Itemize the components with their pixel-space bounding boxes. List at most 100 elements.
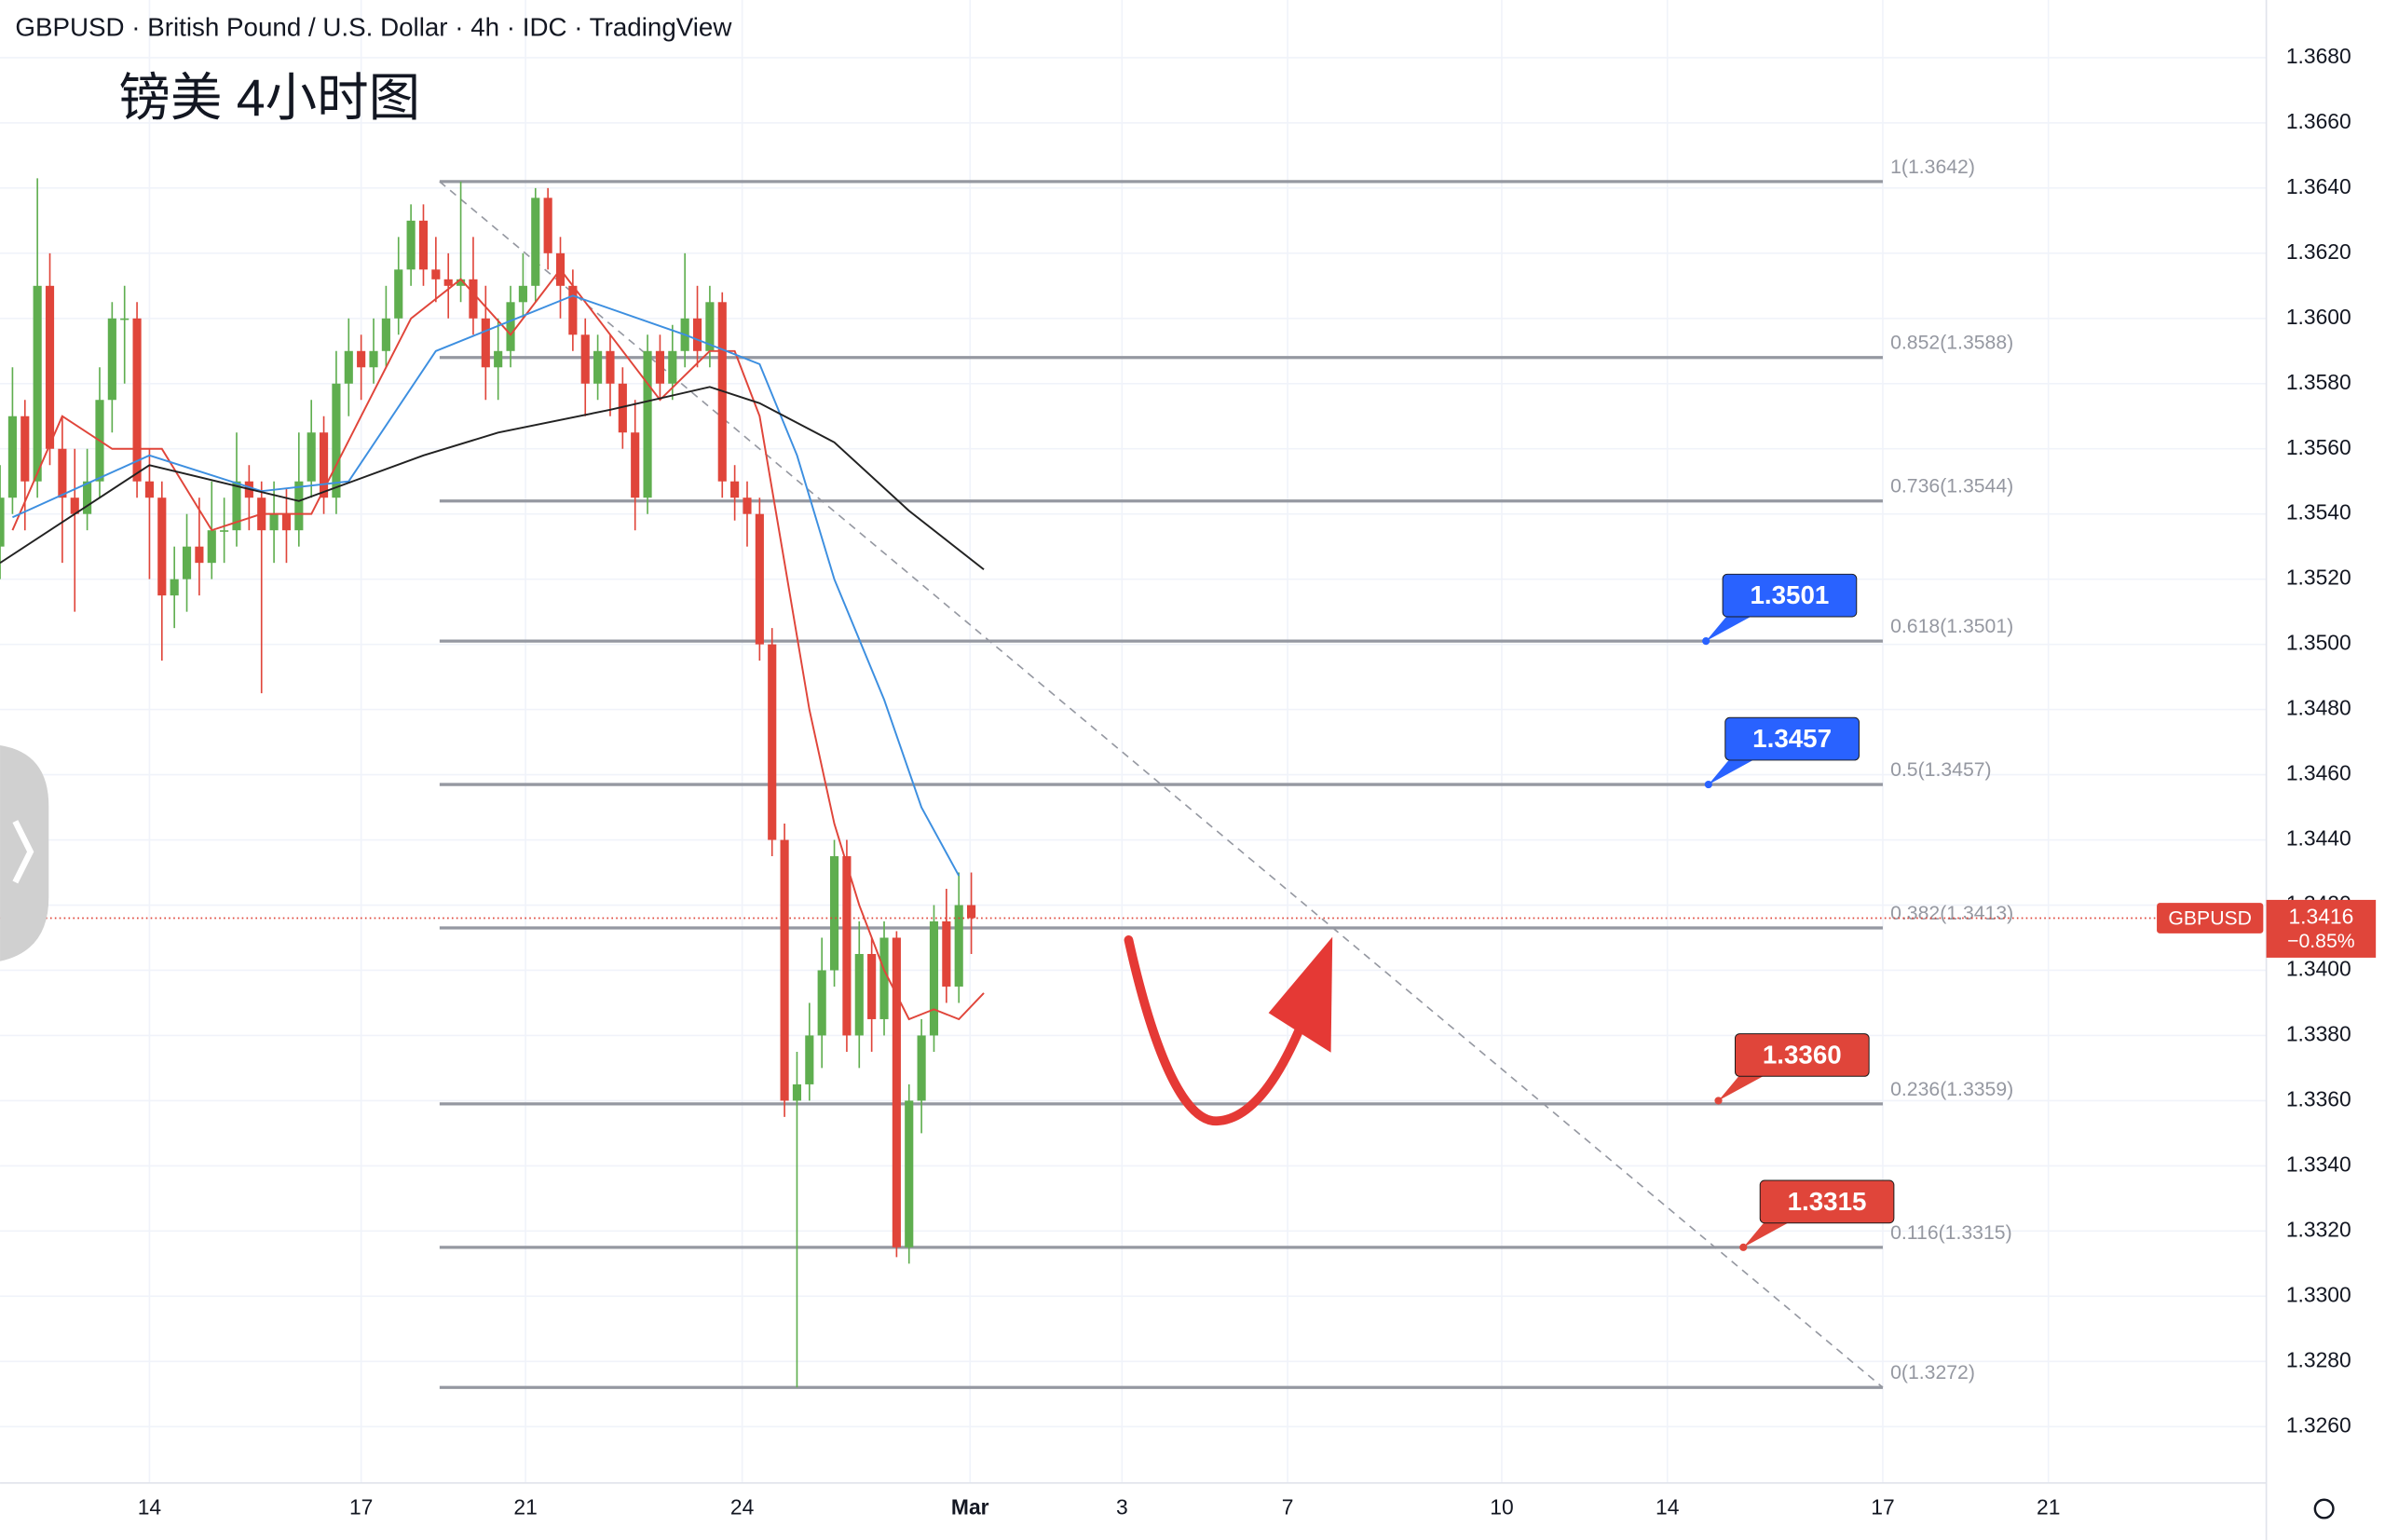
y-tick-label: 1.3360 (2286, 1086, 2351, 1111)
candle-body (0, 497, 5, 547)
candle-body (755, 513, 764, 645)
y-tick-label: 1.3380 (2286, 1021, 2351, 1045)
grid (0, 0, 2267, 1483)
y-tick-label: 1.3400 (2286, 957, 2351, 981)
y-tick-label: 1.3500 (2286, 631, 2351, 655)
y-tick-label: 1.3480 (2286, 696, 2351, 720)
callout-label: 1.3457 (1752, 724, 1832, 753)
candle-body (942, 921, 951, 987)
candle-body (817, 970, 826, 1036)
side-handle[interactable] (0, 744, 49, 961)
forecast-arrowhead (1268, 936, 1333, 1053)
candle-body (381, 318, 390, 351)
candle-body (543, 198, 552, 253)
candle-body (70, 497, 79, 514)
candle-body (319, 432, 329, 498)
y-tick-label: 1.3640 (2286, 174, 2351, 198)
candle-body (294, 481, 304, 531)
candle-body (443, 279, 453, 286)
candle-body (780, 839, 789, 1101)
candle-body (967, 905, 976, 919)
candle-body (170, 579, 179, 596)
x-tick-label: 21 (2037, 1495, 2060, 1520)
callout-anchor (1739, 1243, 1748, 1251)
y-tick-label: 1.3440 (2286, 826, 2351, 851)
candle-body (792, 1083, 802, 1101)
fib-label: 0.618(1.3501) (1890, 616, 2013, 637)
callout-label: 1.3315 (1788, 1187, 1867, 1216)
y-tick-label: 1.3620 (2286, 239, 2351, 264)
candle-body (269, 513, 279, 531)
fib-label: 0(1.3272) (1890, 1362, 1975, 1383)
y-tick-label: 1.3260 (2286, 1412, 2351, 1437)
price-tag (2266, 899, 2377, 958)
symbol-tag-label: GBPUSD (2168, 908, 2252, 930)
candle-body (805, 1035, 814, 1084)
side-handle-arrow (12, 820, 34, 884)
candle-body (107, 318, 116, 401)
candle-body (842, 856, 852, 1036)
candle-body (593, 350, 603, 384)
candle-body (307, 432, 316, 482)
x-tick-label: 3 (1116, 1495, 1128, 1520)
candle-body (144, 481, 155, 498)
y-tick-label: 1.3300 (2286, 1282, 2351, 1306)
fib-label: 0.852(1.3588) (1890, 333, 2013, 354)
axes: 1.3260 1.3280 1.3300 1.3320 1.3340 1.3360 1.33… (138, 44, 2377, 1520)
candle-body (606, 350, 615, 384)
candle-body (668, 350, 677, 384)
candle-body (692, 318, 702, 351)
x-tick-label: 10 (1490, 1495, 1513, 1520)
candle-body (643, 350, 652, 498)
callout-label: 1.3501 (1750, 580, 1829, 609)
x-tick-label: 21 (513, 1495, 537, 1520)
callout-anchor (1702, 637, 1710, 646)
candle-body (457, 279, 466, 286)
candle-body (120, 318, 129, 320)
x-tick-label: 14 (138, 1495, 162, 1520)
fib-label: 0.5(1.3457) (1890, 759, 1992, 781)
x-tick-label: 7 (1282, 1495, 1294, 1520)
candle-body (344, 350, 353, 384)
candle-body (394, 269, 403, 319)
candle-body (232, 481, 241, 531)
candle-body (954, 905, 963, 987)
candle-body (220, 530, 229, 532)
candle-body (207, 530, 216, 564)
candle-body (730, 481, 740, 498)
candle-body (357, 350, 366, 368)
callout-pointer (1743, 1220, 1794, 1247)
y-tick-label: 1.3560 (2286, 435, 2351, 459)
candle-body (905, 1100, 914, 1247)
header: GBPUSD · British Pound / U.S. Dollar · 4… (15, 12, 732, 41)
candle-body (892, 937, 901, 1247)
candle-body (431, 269, 441, 279)
candle-body (518, 285, 527, 303)
y-tick-label: 1.3540 (2286, 500, 2351, 525)
callout-box (1759, 1179, 1895, 1224)
moving-average (11, 267, 985, 1021)
candle-body (20, 416, 30, 482)
callout-anchor (1704, 780, 1712, 789)
candle-body (45, 285, 55, 449)
plot: 1(1.3642) 0.852(1.3588) 0.736(1.3544) 0.618… (0, 157, 2158, 1389)
candle-body (867, 953, 877, 1019)
settings-icon[interactable] (2313, 1498, 2335, 1520)
candle-body (469, 279, 478, 319)
candle-body (281, 513, 292, 531)
callout-pointer (1718, 1073, 1769, 1101)
fib-label: 0.382(1.3413) (1890, 903, 2013, 924)
candle-body (829, 856, 839, 971)
candle-body (854, 953, 864, 1036)
forecast-arrow (1124, 935, 1310, 1126)
fib-label: 1(1.3642) (1890, 157, 1975, 178)
candle-body (743, 497, 752, 514)
candle-body (768, 644, 777, 840)
fib-label: 0.236(1.3359) (1890, 1079, 2013, 1100)
candle-body (182, 546, 192, 579)
callout-box (1722, 573, 1858, 618)
moving-average (0, 386, 985, 571)
candle-body (195, 546, 204, 564)
